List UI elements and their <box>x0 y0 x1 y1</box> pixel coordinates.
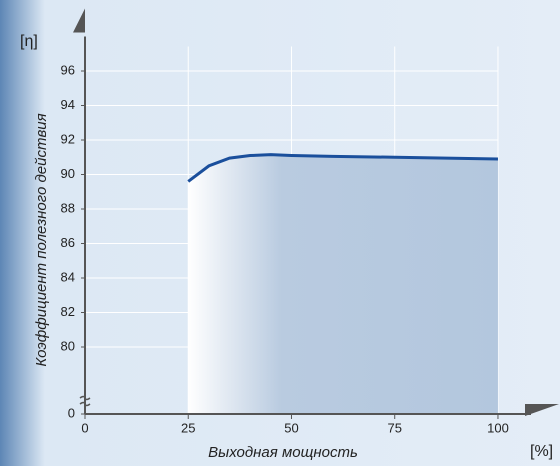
x-unit: [%] <box>530 443 553 460</box>
x-arrow <box>525 404 559 416</box>
area <box>188 154 498 414</box>
y-tick-label: 94 <box>61 97 75 112</box>
x-tick-label: 50 <box>284 420 298 435</box>
y-unit: [η] <box>20 33 38 50</box>
y-tick-label: 96 <box>61 62 75 77</box>
y-label: Коэффициент полезного действия <box>33 113 50 366</box>
y-tick-label: 80 <box>61 338 75 353</box>
x-tick-label: 25 <box>181 420 195 435</box>
x-label: Выходная мощность <box>208 444 358 461</box>
x-tick-label: 75 <box>387 420 401 435</box>
y-tick-label: 86 <box>61 235 75 250</box>
y-tick-label: 84 <box>61 269 75 284</box>
axis-break <box>79 395 91 407</box>
line <box>187 153 498 183</box>
y-tick-label: 82 <box>61 304 75 319</box>
y-tick-label: 90 <box>61 166 75 181</box>
x-tick-label: 0 <box>81 420 88 435</box>
y-arrow <box>73 8 85 33</box>
x-tick-label: 100 <box>487 420 509 435</box>
y-tick-label: 0 <box>68 405 75 420</box>
y-tick-label: 92 <box>61 131 75 146</box>
y-tick-label: 88 <box>61 200 75 215</box>
